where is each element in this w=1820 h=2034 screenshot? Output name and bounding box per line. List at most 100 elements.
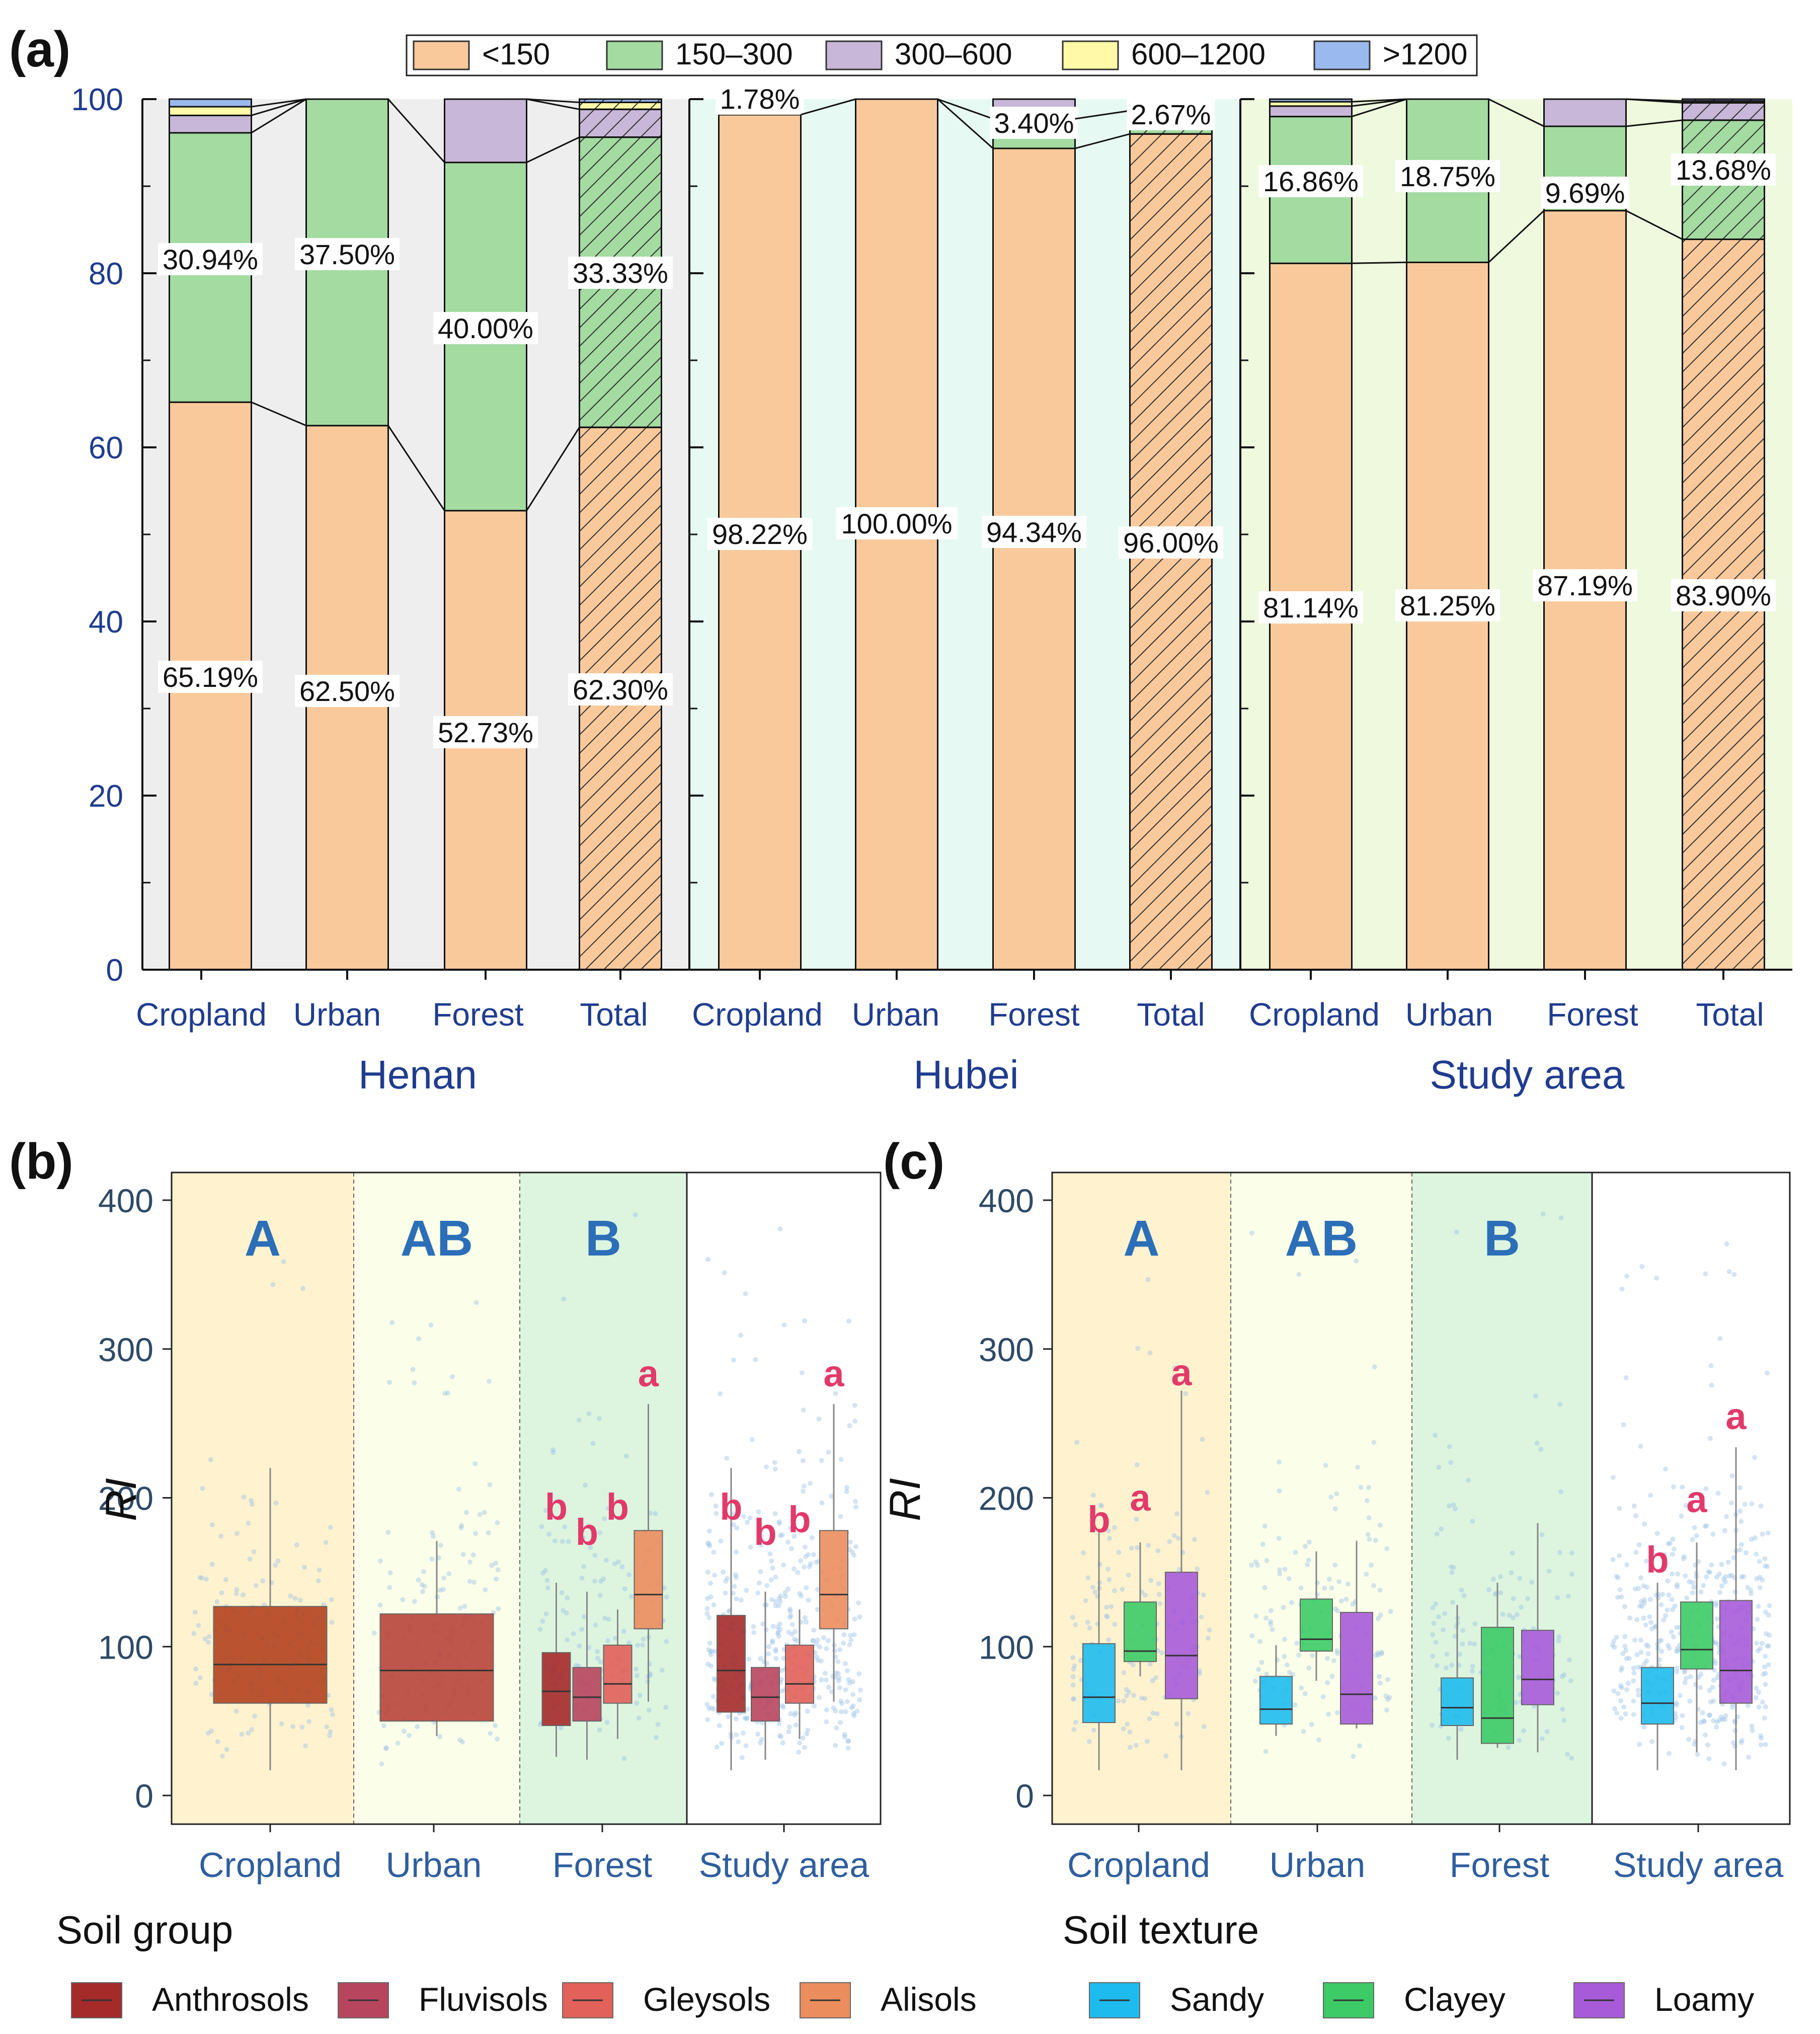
jitter-point bbox=[850, 1679, 856, 1684]
jitter-point bbox=[1742, 1502, 1748, 1507]
jitter-point bbox=[592, 1552, 598, 1558]
jitter-point bbox=[1638, 1443, 1643, 1449]
jitter-point bbox=[1654, 1275, 1659, 1281]
jitter-point bbox=[450, 1374, 455, 1379]
bar-segment bbox=[444, 98, 527, 164]
jitter-point bbox=[844, 1489, 849, 1495]
jitter-point bbox=[1615, 1595, 1621, 1600]
jitter-point bbox=[743, 1291, 748, 1296]
x-category-label: Cropland bbox=[1067, 1845, 1210, 1885]
jitter-point bbox=[776, 1603, 781, 1609]
jitter-point bbox=[1760, 1577, 1765, 1583]
jitter-point bbox=[1555, 1595, 1560, 1600]
jitter-point bbox=[1617, 1587, 1623, 1593]
jitter-point bbox=[1492, 1592, 1498, 1597]
jitter-point bbox=[1709, 1382, 1714, 1388]
jitter-point bbox=[731, 1522, 736, 1527]
jitter-point bbox=[1708, 1363, 1714, 1368]
bar-connector-line bbox=[251, 98, 306, 108]
jitter-point bbox=[623, 1453, 629, 1459]
panel-c-label: (c) bbox=[883, 1133, 944, 1190]
jitter-point bbox=[1641, 1724, 1647, 1730]
jitter-point bbox=[1176, 1567, 1182, 1572]
jitter-point bbox=[758, 1533, 764, 1539]
jitter-point bbox=[800, 1458, 806, 1463]
jitter-point bbox=[1335, 1608, 1340, 1614]
jitter-point bbox=[769, 1639, 775, 1645]
jitter-point bbox=[821, 1635, 827, 1640]
bar-value-label: 87.19% bbox=[1537, 570, 1633, 601]
jitter-point bbox=[769, 1597, 774, 1602]
jitter-point bbox=[586, 1411, 592, 1417]
jitter-point bbox=[1372, 1695, 1378, 1701]
bar-connector-line bbox=[526, 98, 580, 103]
bar-segment bbox=[1269, 105, 1353, 118]
jitter-point bbox=[1249, 1230, 1254, 1236]
jitter-point bbox=[834, 1725, 839, 1731]
jitter-point bbox=[1633, 1549, 1639, 1555]
x-category-label: Urban bbox=[293, 996, 381, 1033]
jitter-point bbox=[1086, 1739, 1092, 1745]
jitter-point bbox=[1558, 1489, 1564, 1495]
jitter-point bbox=[612, 1561, 617, 1567]
jitter-point bbox=[626, 1572, 632, 1578]
jitter-point bbox=[756, 1509, 761, 1515]
jitter-point bbox=[462, 1604, 467, 1609]
jitter-point bbox=[1486, 1587, 1492, 1593]
jitter-point bbox=[214, 1599, 220, 1604]
jitter-point bbox=[1328, 1495, 1334, 1500]
jitter-point bbox=[1767, 1603, 1772, 1608]
jitter-point bbox=[768, 1558, 774, 1563]
jitter-point bbox=[224, 1747, 229, 1752]
jitter-point bbox=[619, 1564, 625, 1570]
bar-connector-line bbox=[1626, 98, 1683, 102]
x-category-label: Forest bbox=[432, 996, 524, 1033]
jitter-point bbox=[315, 1578, 321, 1584]
jitter-point bbox=[734, 1525, 740, 1531]
jitter-point bbox=[1568, 1678, 1573, 1684]
jitter-point bbox=[1131, 1692, 1136, 1698]
jitter-point bbox=[1708, 1699, 1713, 1705]
jitter-point bbox=[1256, 1667, 1261, 1672]
jitter-point bbox=[1331, 1658, 1336, 1663]
jitter-point bbox=[1760, 1531, 1765, 1537]
jitter-point bbox=[1644, 1659, 1649, 1664]
jitter-point bbox=[705, 1661, 711, 1667]
jitter-point bbox=[543, 1568, 548, 1573]
jitter-point bbox=[1645, 1644, 1651, 1649]
jitter-point bbox=[1447, 1444, 1452, 1449]
bar-label-background bbox=[1533, 569, 1637, 601]
jitter-point bbox=[1433, 1639, 1439, 1645]
jitter-point bbox=[1200, 1437, 1205, 1442]
jitter-point bbox=[706, 1705, 712, 1711]
jitter-point bbox=[1623, 1375, 1629, 1380]
jitter-point bbox=[663, 1704, 669, 1710]
jitter-point bbox=[1714, 1719, 1720, 1725]
jitter-point bbox=[1671, 1634, 1676, 1639]
jitter-point bbox=[1618, 1715, 1624, 1721]
jitter-point bbox=[596, 1416, 602, 1421]
jitter-point bbox=[1260, 1541, 1266, 1547]
bar-value-label: 13.68% bbox=[1676, 154, 1771, 186]
jitter-point bbox=[766, 1651, 771, 1657]
jitter-point bbox=[819, 1500, 825, 1506]
jitter-point bbox=[1205, 1490, 1210, 1495]
jitter-point bbox=[734, 1732, 739, 1738]
jitter-point bbox=[1073, 1719, 1078, 1725]
jitter-point bbox=[438, 1542, 443, 1548]
bar-segment bbox=[169, 106, 252, 116]
jitter-point bbox=[1263, 1749, 1269, 1754]
jitter-point bbox=[755, 1590, 761, 1596]
jitter-point bbox=[1715, 1675, 1720, 1680]
jitter-point bbox=[1125, 1722, 1130, 1727]
jitter-point bbox=[1373, 1653, 1379, 1658]
jitter-point bbox=[705, 1540, 710, 1546]
jitter-point bbox=[705, 1717, 710, 1723]
jitter-point bbox=[329, 1619, 335, 1625]
x-category-label: Forest bbox=[1450, 1845, 1549, 1885]
jitter-point bbox=[460, 1739, 465, 1745]
jitter-point bbox=[1621, 1704, 1627, 1710]
jitter-point bbox=[565, 1637, 570, 1642]
panel-a-label: (a) bbox=[9, 21, 70, 77]
jitter-point bbox=[785, 1586, 790, 1592]
